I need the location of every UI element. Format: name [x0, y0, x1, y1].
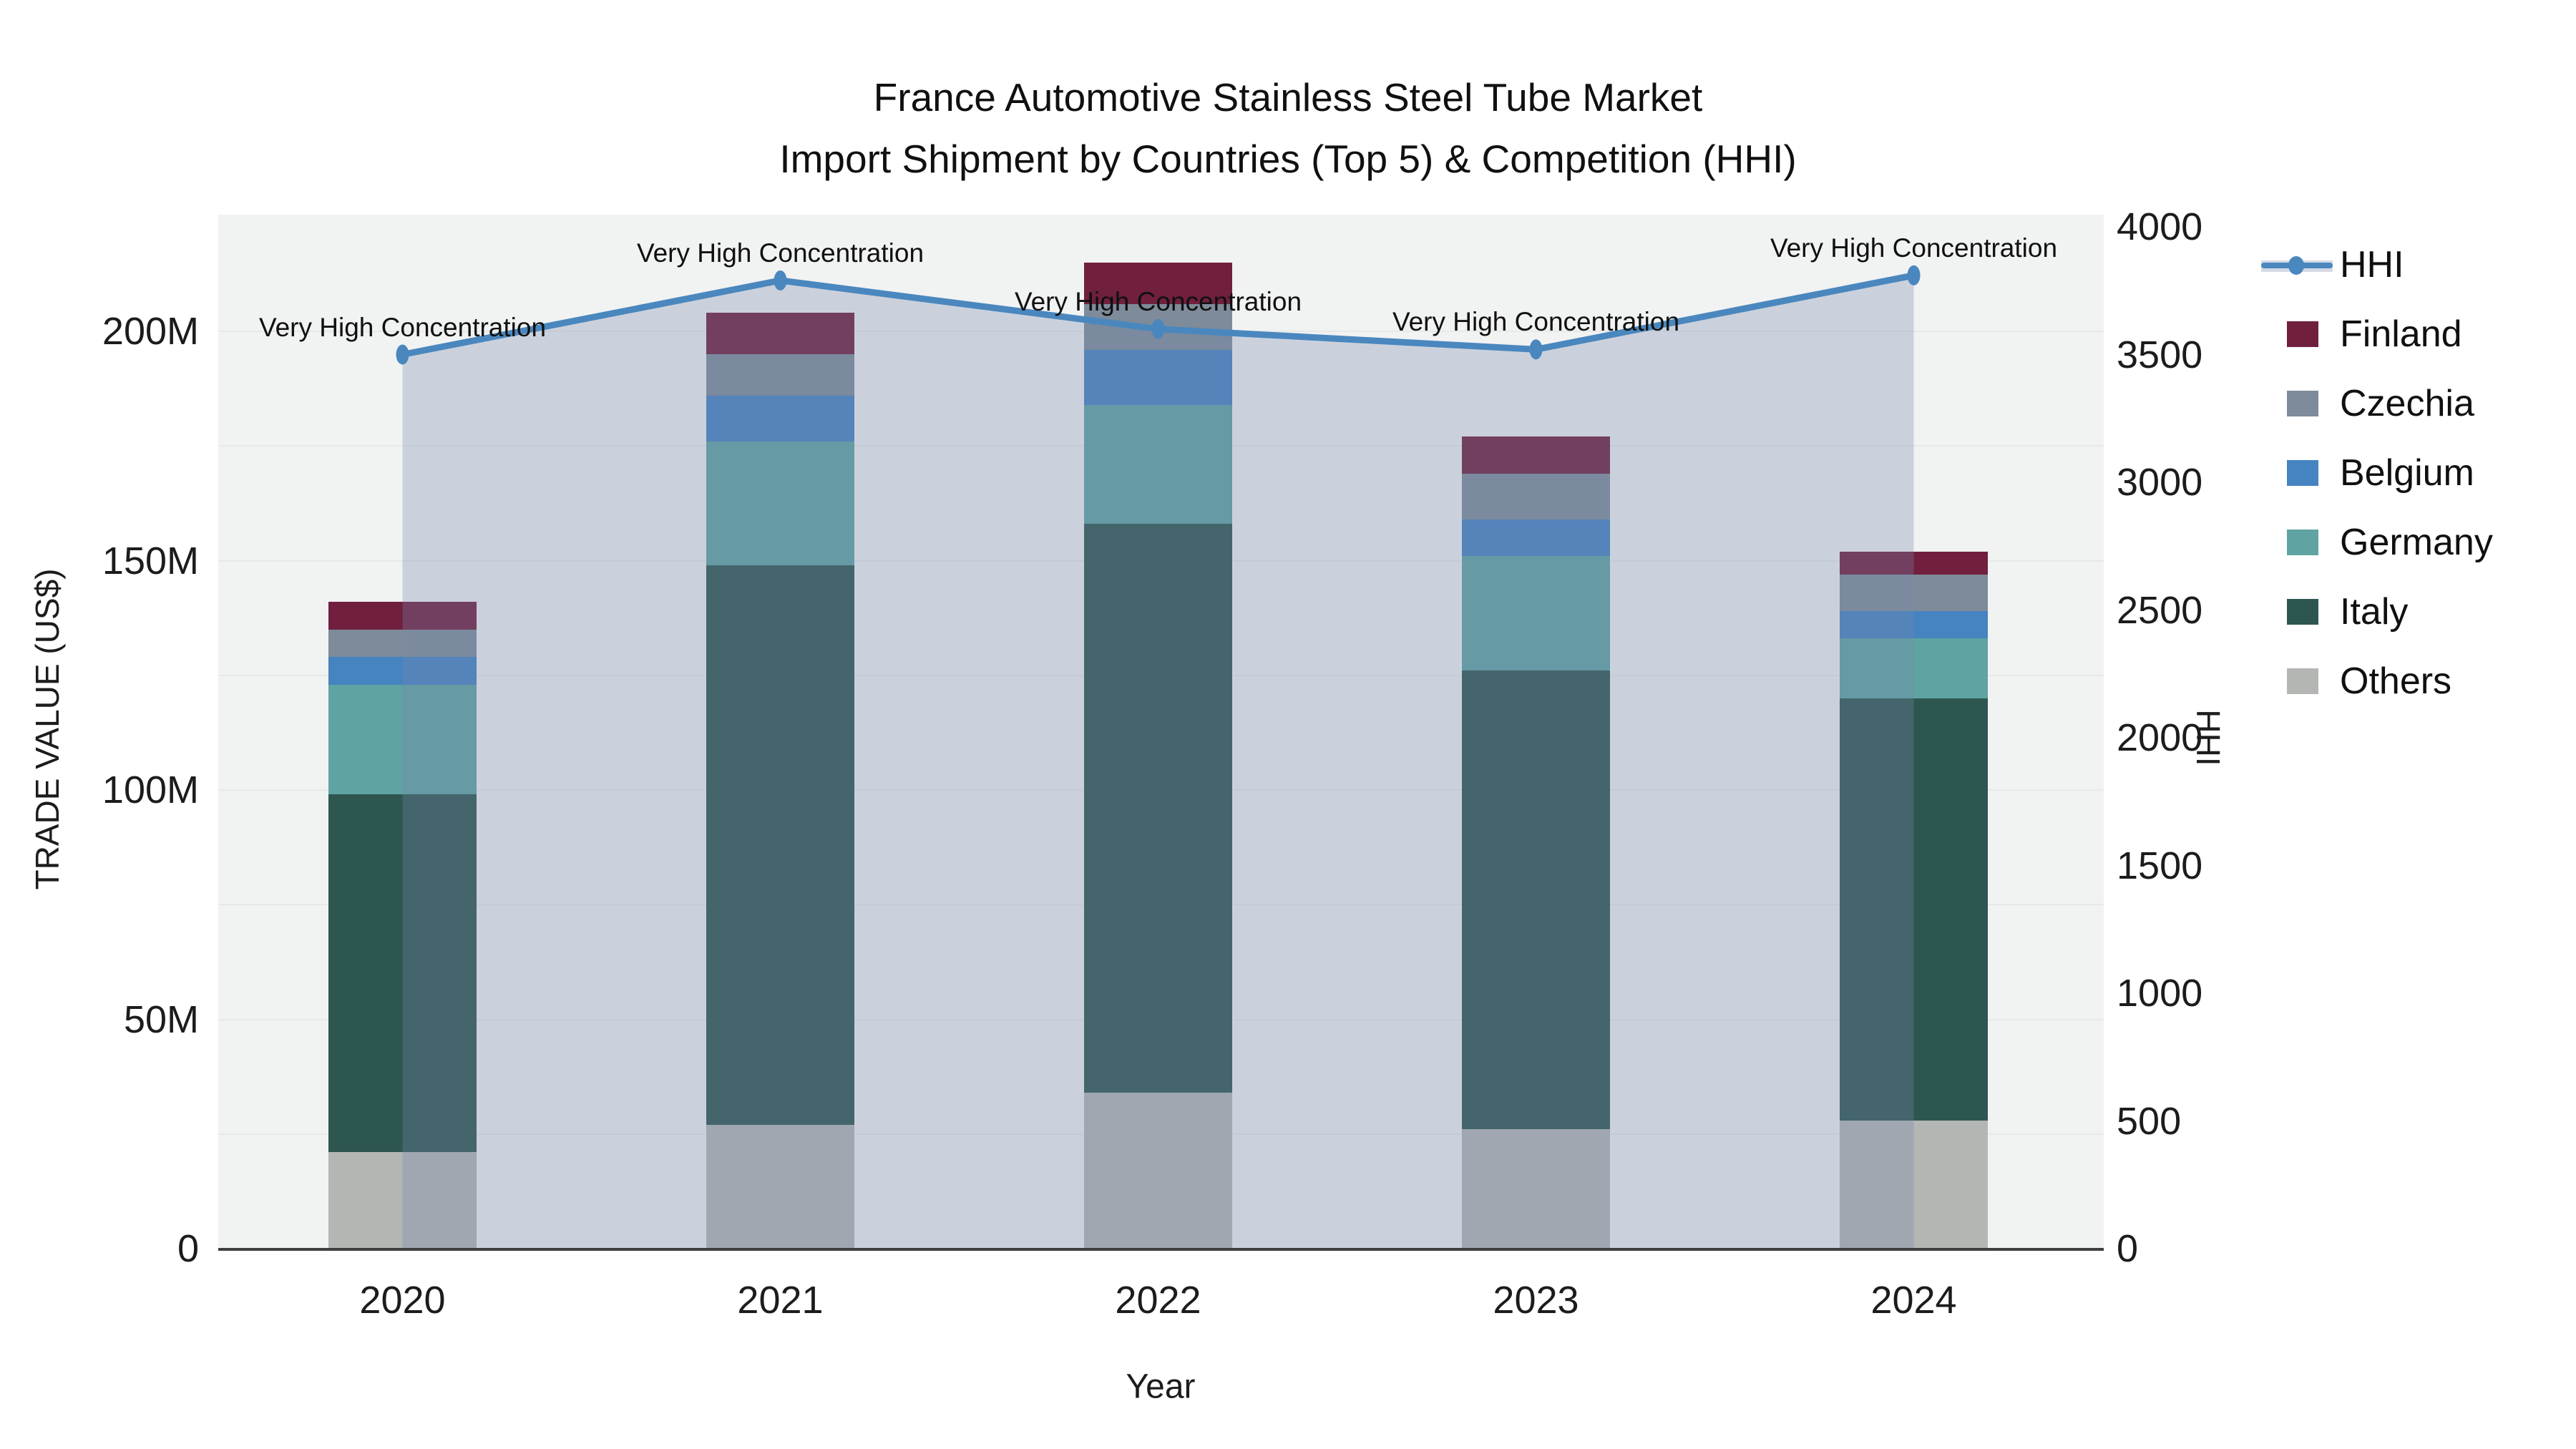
bar-2020-germany[interactable]	[328, 684, 477, 795]
hhi-marker-swatch	[2288, 256, 2304, 275]
plot-area	[218, 215, 2104, 1249]
legend-item-germany[interactable]: Germany	[2261, 514, 2493, 571]
bar-2023-belgium[interactable]	[1462, 519, 1610, 557]
bar-2023-italy[interactable]	[1462, 670, 1610, 1130]
hhi-legend-sample-icon	[2261, 250, 2340, 279]
bar-2024-czechia[interactable]	[1840, 574, 1988, 612]
legend-label-germany: Germany	[2340, 522, 2493, 563]
legend-item-hhi[interactable]: HHI	[2261, 236, 2404, 293]
legend-label-belgium: Belgium	[2340, 452, 2474, 494]
bar-2020-others[interactable]	[328, 1152, 477, 1249]
right-tick-500: 500	[2117, 1099, 2182, 1143]
chart-title-line2: Import Shipment by Countries (Top 5) & C…	[779, 137, 1797, 181]
bar-2024-belgium[interactable]	[1840, 611, 1988, 639]
legend-label-hhi: HHI	[2340, 244, 2404, 286]
bar-2021-germany[interactable]	[706, 441, 854, 565]
legend-item-czechia[interactable]: Czechia	[2261, 375, 2474, 432]
annotation-2022: Very High Concentration	[1014, 286, 1302, 316]
legend-swatch-czechia	[2287, 391, 2318, 416]
legend-label-italy: Italy	[2340, 591, 2409, 633]
annotation-2023: Very High Concentration	[1392, 307, 1680, 337]
annotation-2024: Very High Concentration	[1770, 233, 2058, 263]
bar-2024-italy[interactable]	[1840, 698, 1988, 1121]
x-tick-2020: 2020	[359, 1279, 446, 1322]
right-tick-0: 0	[2117, 1227, 2139, 1270]
left-tick-150M: 150M	[102, 539, 199, 582]
x-tick-2023: 2023	[1493, 1279, 1579, 1322]
annotation-2020: Very High Concentration	[258, 312, 547, 342]
bar-2021-others[interactable]	[706, 1124, 854, 1249]
legend-label-finland: Finland	[2340, 313, 2462, 355]
legend-swatch-belgium	[2287, 460, 2318, 486]
legend-item-italy[interactable]: Italy	[2261, 583, 2408, 640]
bar-2021-czechia[interactable]	[706, 354, 854, 396]
annotation-2021: Very High Concentration	[636, 238, 924, 268]
x-tick-2021: 2021	[737, 1279, 824, 1322]
bar-2024-finland[interactable]	[1840, 551, 1988, 575]
bar-2023-finland[interactable]	[1462, 436, 1610, 474]
bar-2023-czechia[interactable]	[1462, 473, 1610, 519]
left-tick-200M: 200M	[102, 310, 199, 353]
right-tick-3500: 3500	[2117, 333, 2203, 376]
legend-swatch-finland	[2287, 321, 2318, 347]
bar-2020-finland[interactable]	[328, 602, 477, 630]
right-tick-4000: 4000	[2117, 205, 2203, 248]
left-axis-title: TRADE VALUE (US$)	[29, 568, 66, 890]
bar-2022-italy[interactable]	[1084, 524, 1232, 1093]
hhi-marker-2022[interactable]	[1151, 318, 1165, 339]
right-tick-2500: 2500	[2117, 588, 2203, 632]
bar-2021-italy[interactable]	[706, 565, 854, 1125]
bar-2020-belgium[interactable]	[328, 657, 477, 685]
legend-swatch-others	[2287, 668, 2318, 694]
hhi-marker-2021[interactable]	[774, 270, 787, 291]
legend-label-czechia: Czechia	[2340, 383, 2474, 424]
x-axis-title: Year	[1126, 1367, 1196, 1406]
bar-2023-germany[interactable]	[1462, 556, 1610, 671]
legend-label-others: Others	[2340, 660, 2452, 702]
left-tick-0: 0	[177, 1227, 199, 1270]
right-tick-1500: 1500	[2117, 844, 2203, 887]
bar-2023-others[interactable]	[1462, 1129, 1610, 1249]
right-tick-3000: 3000	[2117, 461, 2203, 504]
bar-2024-germany[interactable]	[1840, 638, 1988, 698]
hhi-marker-2020[interactable]	[396, 344, 409, 365]
legend-swatch-italy	[2287, 599, 2318, 625]
legend-swatch-germany	[2287, 530, 2318, 555]
bar-2024-others[interactable]	[1840, 1120, 1988, 1249]
left-tick-100M: 100M	[102, 769, 199, 811]
x-tick-2022: 2022	[1115, 1279, 1201, 1322]
hhi-marker-2023[interactable]	[1529, 339, 1543, 360]
bar-2020-czechia[interactable]	[328, 629, 477, 658]
x-tick-2024: 2024	[1870, 1279, 1957, 1322]
legend-item-belgium[interactable]: Belgium	[2261, 444, 2474, 502]
bar-2020-italy[interactable]	[328, 794, 477, 1153]
hhi-marker-2024[interactable]	[1907, 265, 1921, 286]
left-tick-50M: 50M	[123, 997, 199, 1041]
x-axis-line	[218, 1248, 2104, 1251]
bar-2021-belgium[interactable]	[706, 395, 854, 441]
bar-2022-others[interactable]	[1084, 1093, 1232, 1249]
legend-item-finland[interactable]: Finland	[2261, 306, 2462, 363]
bar-2021-finland[interactable]	[706, 313, 854, 355]
legend-item-others[interactable]: Others	[2261, 653, 2451, 710]
right-tick-2000: 2000	[2117, 716, 2203, 759]
chart-title-line1: France Automotive Stainless Steel Tube M…	[873, 75, 1703, 119]
bar-2022-germany[interactable]	[1084, 404, 1232, 525]
bar-2022-belgium[interactable]	[1084, 349, 1232, 405]
right-tick-1000: 1000	[2117, 972, 2203, 1015]
